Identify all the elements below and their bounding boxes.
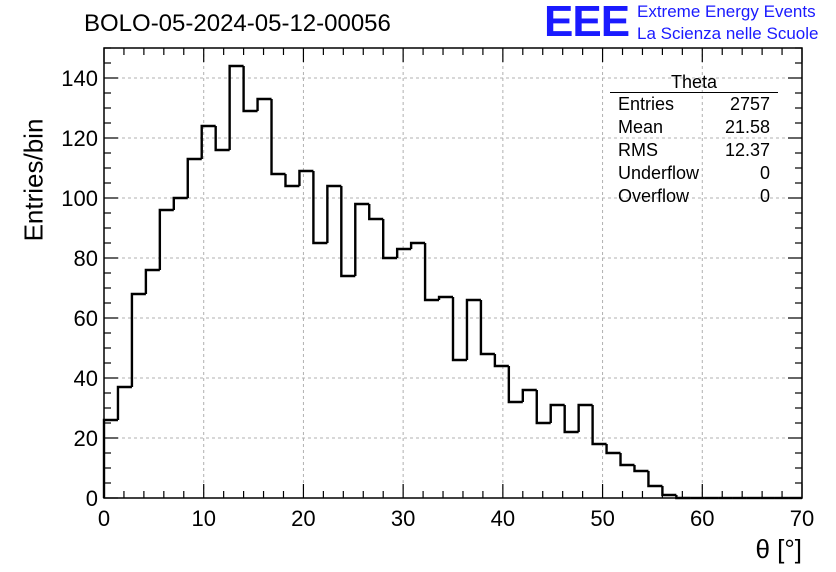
histogram-bin bbox=[661, 486, 677, 497]
histogram-bin bbox=[647, 471, 663, 488]
stats-row: Underflow 0 bbox=[610, 162, 778, 185]
eee-logo-mark: EEE bbox=[544, 0, 630, 46]
stats-value: 21.58 bbox=[724, 117, 770, 137]
stats-label: Mean bbox=[618, 117, 664, 137]
x-tick-label: 0 bbox=[98, 506, 110, 531]
histogram-bin bbox=[605, 444, 621, 455]
histogram-bin bbox=[423, 243, 440, 302]
histogram-bin bbox=[479, 300, 495, 356]
histogram-bin bbox=[256, 97, 272, 111]
stats-label: Overflow bbox=[618, 186, 690, 206]
histogram-bin bbox=[368, 204, 384, 221]
y-tick-label: 40 bbox=[74, 366, 98, 391]
histogram-bin bbox=[242, 66, 258, 113]
histogram-bin bbox=[172, 196, 188, 210]
axis-ticks bbox=[103, 47, 803, 499]
y-tick-label: 60 bbox=[74, 306, 98, 331]
histogram-bin bbox=[340, 186, 356, 278]
logo-line-1: Extreme Energy Events bbox=[637, 2, 816, 21]
histogram-bin bbox=[451, 297, 467, 362]
histogram-bin bbox=[563, 405, 579, 434]
stats-rows: Entries 2757 Mean 21.58 RMS 12.37 Underflow 0 Ov… bbox=[610, 93, 778, 208]
chart-title: BOLO-05-2024-05-12-00056 bbox=[84, 10, 391, 37]
histogram-bin bbox=[465, 298, 481, 360]
stats-row: Entries 2757 bbox=[610, 93, 778, 116]
x-tick-label: 10 bbox=[191, 506, 215, 531]
histogram-bin bbox=[382, 219, 398, 260]
x-tick-label: 70 bbox=[790, 506, 814, 531]
y-tick-label: 0 bbox=[86, 486, 98, 511]
y-tick-label: 140 bbox=[61, 66, 98, 91]
histogram-bin bbox=[577, 403, 593, 432]
tick-labels: 0 10 20 30 40 50 60 70 0 20 40 60 80 100 120 140 bbox=[61, 66, 814, 531]
stats-box: Theta Entries 2757 Mean 21.58 RMS 12.37 Underf… bbox=[610, 72, 778, 208]
histogram-bin bbox=[507, 366, 523, 404]
stats-label: Underflow bbox=[618, 163, 700, 183]
stats-label: Entries bbox=[618, 94, 675, 114]
stats-value: 0 bbox=[759, 163, 770, 183]
logo-line-2: La Scienza nelle Scuole bbox=[637, 24, 819, 43]
histogram-bin bbox=[102, 418, 118, 498]
x-tick-label: 20 bbox=[291, 506, 315, 531]
x-axis-label: θ [°] bbox=[755, 534, 802, 564]
y-tick-label: 20 bbox=[74, 426, 98, 451]
x-tick-label: 30 bbox=[391, 506, 415, 531]
stats-label: RMS bbox=[618, 140, 658, 160]
stats-row: RMS 12.37 bbox=[610, 139, 778, 162]
stats-value: 0 bbox=[759, 186, 770, 206]
stats-title: Theta bbox=[610, 72, 778, 93]
histogram-bin bbox=[493, 354, 509, 368]
stats-value: 2757 bbox=[729, 94, 770, 114]
histogram-bin bbox=[326, 184, 342, 243]
plot-frame bbox=[103, 47, 803, 499]
histogram-bin bbox=[158, 208, 174, 270]
histogram-bin bbox=[437, 295, 453, 300]
histogram-bin bbox=[535, 390, 551, 425]
histogram-bin bbox=[354, 202, 370, 276]
histogram-bin bbox=[521, 388, 537, 402]
y-tick-label: 80 bbox=[74, 246, 98, 271]
histogram-bin bbox=[633, 465, 649, 473]
x-tick-label: 60 bbox=[690, 506, 714, 531]
histogram-bin bbox=[144, 268, 160, 294]
histogram-bin bbox=[228, 64, 244, 150]
histogram-bin bbox=[130, 292, 146, 387]
histogram-bin bbox=[116, 385, 132, 420]
stats-value: 12.37 bbox=[724, 140, 770, 160]
histogram-bin bbox=[395, 247, 412, 258]
histogram-bin bbox=[409, 241, 426, 249]
stats-row: Mean 21.58 bbox=[610, 116, 778, 139]
y-tick-label: 100 bbox=[61, 186, 98, 211]
histogram-bin bbox=[312, 171, 328, 245]
stats-row: Overflow 0 bbox=[610, 185, 778, 208]
x-tick-label: 40 bbox=[491, 506, 515, 531]
histogram-bin bbox=[549, 403, 565, 423]
histogram-bin bbox=[214, 126, 230, 152]
histogram-bin bbox=[619, 453, 635, 467]
histogram-bin bbox=[284, 174, 300, 188]
histogram-bin bbox=[270, 99, 286, 176]
histogram-bin bbox=[298, 169, 314, 186]
histogram-bin bbox=[591, 405, 607, 446]
histogram-bin bbox=[186, 157, 202, 198]
x-tick-label: 50 bbox=[590, 506, 614, 531]
y-tick-label: 120 bbox=[61, 126, 98, 151]
histogram-bin bbox=[200, 124, 216, 159]
